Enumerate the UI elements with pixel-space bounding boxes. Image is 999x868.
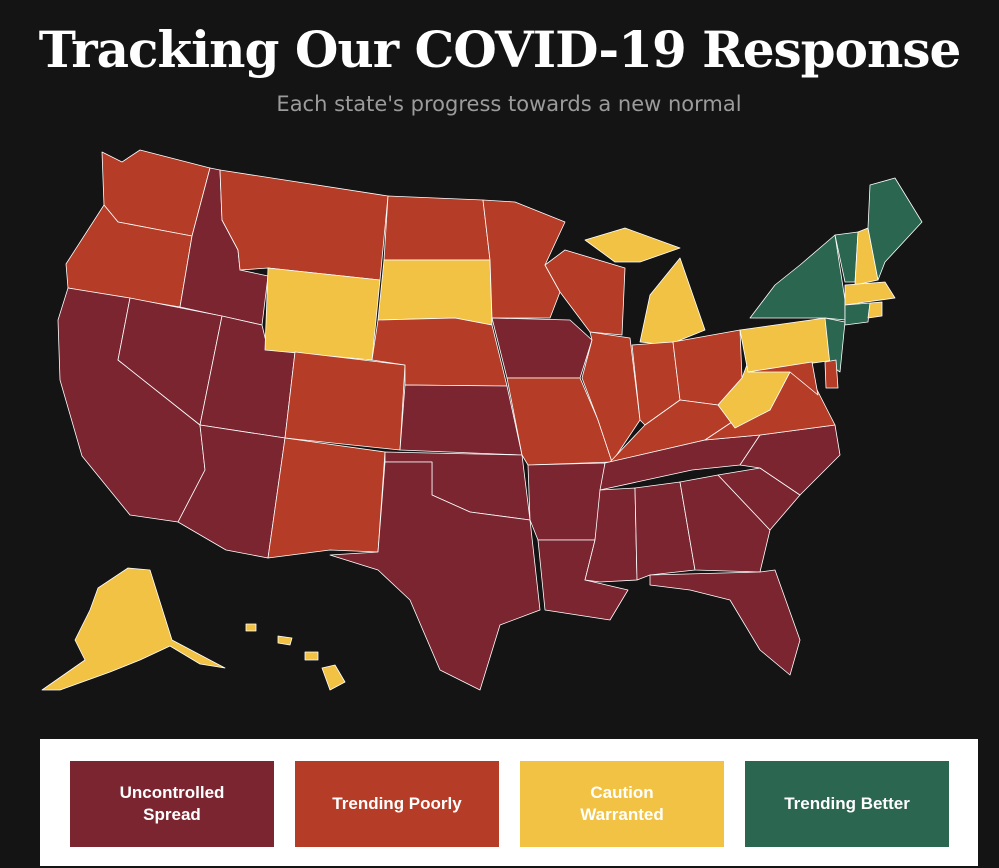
page-subtitle: Each state's progress towards a new norm… <box>276 92 742 116</box>
state-il[interactable] <box>581 331 641 463</box>
state-ny[interactable] <box>749 234 846 321</box>
state-fl[interactable] <box>649 569 801 676</box>
state-ar[interactable] <box>527 462 606 541</box>
state-tx[interactable] <box>329 461 541 691</box>
state-mi[interactable] <box>584 227 706 346</box>
state-nj[interactable] <box>824 317 846 373</box>
state-wy[interactable] <box>264 267 381 361</box>
state-wi[interactable] <box>544 249 626 336</box>
state-nm[interactable] <box>267 437 386 559</box>
state-ma[interactable] <box>844 281 896 306</box>
legend-item-trending-better: Trending Better <box>745 761 949 847</box>
state-me[interactable] <box>867 177 923 281</box>
state-ak[interactable] <box>41 567 226 691</box>
legend-item-trending-poorly: Trending Poorly <box>295 761 499 847</box>
state-pa[interactable] <box>739 317 836 373</box>
state-sd[interactable] <box>377 259 493 326</box>
legend-item-uncontrolled-spread: Uncontrolled Spread <box>70 761 274 847</box>
state-co[interactable] <box>284 351 406 451</box>
legend-panel: Uncontrolled Spread Trending Poorly Caut… <box>40 739 978 866</box>
state-md[interactable] <box>747 361 819 396</box>
state-ri[interactable] <box>867 301 883 319</box>
state-ks[interactable] <box>399 384 523 456</box>
state-mt[interactable] <box>219 169 389 281</box>
state-ct[interactable] <box>844 302 871 326</box>
state-de[interactable] <box>824 359 839 389</box>
state-hi[interactable] <box>245 623 346 691</box>
state-ia[interactable] <box>491 317 593 379</box>
state-al[interactable] <box>634 481 696 581</box>
legend-item-caution-warranted: Caution Warranted <box>520 761 724 847</box>
page-title: Tracking Our COVID-19 Response <box>38 20 962 79</box>
state-ga[interactable] <box>679 474 771 573</box>
state-nd[interactable] <box>383 195 491 261</box>
